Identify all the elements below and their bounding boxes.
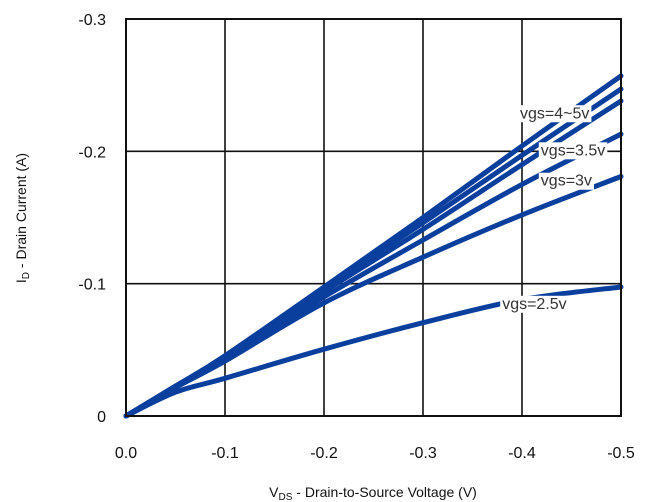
annotation-4: vgs=2.5v [500, 295, 569, 313]
y-axis-title: ID - Drain Current (A) [13, 153, 32, 283]
annotation-background [518, 105, 592, 123]
x-tick-label: -0.1 [211, 445, 239, 462]
x-tick-label: 0.0 [115, 445, 137, 462]
y-axis-title-subscript: D [21, 272, 32, 279]
plot-frame [125, 18, 622, 417]
annotation-label: vgs=2.5v [502, 296, 566, 313]
annotations-layer: vgs=4~5v vgs=3.5v vgs=3v vgs=2.5v [500, 105, 608, 313]
annotation-1: vgs=4~5v [518, 105, 592, 123]
x-axis-title-symbol: V [269, 484, 279, 500]
annotation-label: vgs=3.5v [541, 142, 605, 159]
annotation-background [538, 142, 608, 160]
x-axis-title-text: - Drain-to-Source Voltage (V) [292, 484, 476, 500]
x-tick-label: -0.3 [409, 445, 437, 462]
annotation-3: vgs=3v [538, 172, 594, 190]
annotation-2: vgs=3.5v [538, 142, 608, 160]
y-tick-label: -0.3 [78, 12, 106, 29]
annotation-background [500, 295, 569, 313]
series-line-5 [123, 174, 624, 419]
x-tick-label: -0.4 [508, 445, 536, 462]
y-axis-title-symbol: I [13, 279, 29, 283]
x-tick-labels: 0.0 -0.1 -0.2 -0.3 -0.4 -0.5 [115, 445, 635, 462]
plot-background [126, 19, 621, 416]
y-tick-label: 0 [97, 409, 106, 426]
annotation-label: vgs=4~5v [520, 105, 589, 122]
x-tick-label: -0.2 [310, 445, 338, 462]
y-axis-title-text: - Drain Current (A) [13, 153, 29, 272]
x-tick-label: -0.5 [607, 445, 635, 462]
x-axis-title: VDS - Drain-to-Source Voltage (V) [269, 484, 477, 502]
x-axis-title-subscript: DS [279, 492, 293, 502]
annotation-label: vgs=3v [541, 173, 592, 190]
y-tick-label: -0.1 [78, 277, 106, 294]
y-tick-labels: 0 -0.1 -0.2 -0.3 [78, 12, 106, 426]
y-tick-label: -0.2 [78, 144, 106, 161]
annotation-background [538, 172, 594, 190]
